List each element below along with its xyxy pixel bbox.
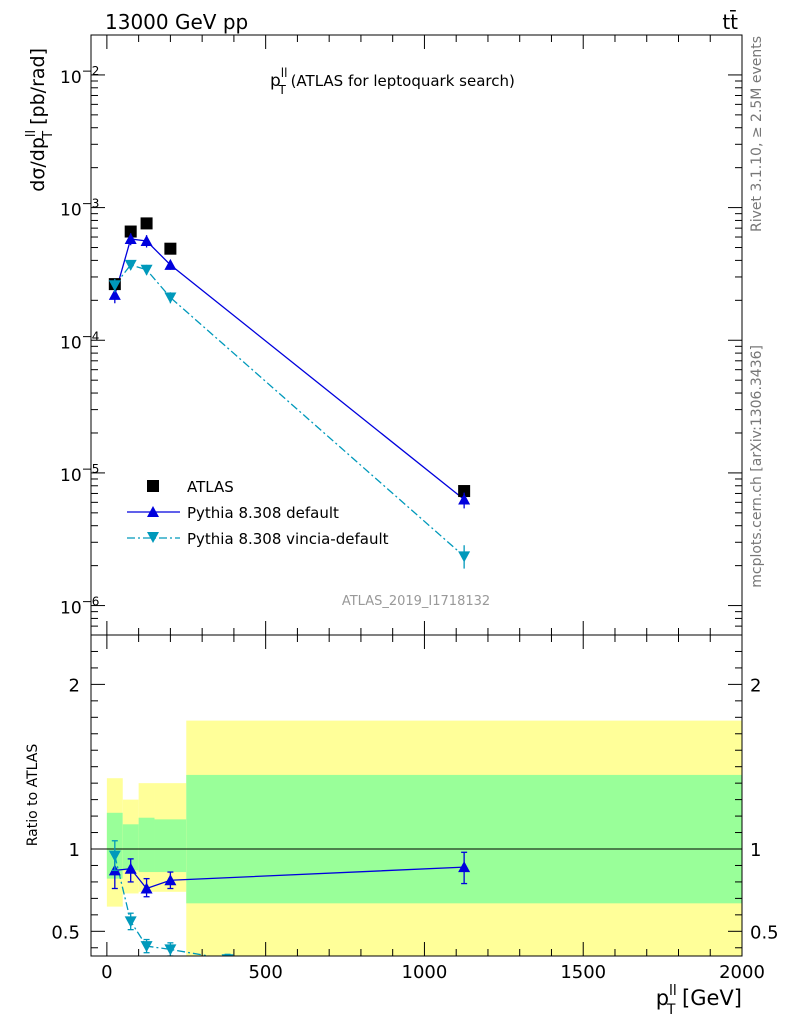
main-point-vincia (108, 280, 121, 292)
ratio-xtick-label: 0 (101, 962, 112, 983)
main-ytick-exp: −4 (82, 329, 100, 343)
main-ylabel-sup: ll (24, 130, 39, 137)
ratio-point-vincia (124, 916, 137, 928)
main-point-default (458, 493, 471, 505)
main-point-vincia (140, 264, 153, 276)
ratio-ytick-label-left: 1 (69, 840, 80, 861)
ratio-series-markers (108, 840, 471, 956)
ratio-point-default (124, 862, 137, 874)
ratio-band-inner (138, 817, 155, 873)
legend-label-default: Pythia 8.308 default (187, 504, 339, 522)
main-point-atlas (140, 217, 153, 230)
ratio-ytick-label-left: 0.5 (51, 922, 80, 943)
header-right: tt̄ (722, 9, 738, 34)
main-panel: 10−610−510−410−310−2 pll T (ATLAS for lep… (24, 34, 743, 636)
ratio-point-default (140, 882, 153, 894)
main-ylabel-suffix: [pb/rad] (27, 48, 49, 131)
ratio-frame (90, 634, 743, 957)
legend-label-atlas: ATLAS (187, 478, 234, 496)
main-title-rest: (ATLAS for leptoquark search) (286, 72, 515, 90)
ratio-uncertainty-bands (91, 720, 742, 956)
main-line-1 (114, 238, 465, 501)
main-ytick-label: 10−3 (60, 197, 99, 221)
ratio-point-vincia (108, 850, 121, 862)
main-ytick-base: 10 (60, 599, 82, 619)
main-ylabel-sub: T (41, 131, 56, 140)
ratio-point-default (458, 861, 471, 873)
ratio-xlabel-sub: T (666, 1002, 676, 1018)
main-series-markers (108, 217, 471, 569)
main-point-atlas (164, 242, 177, 255)
main-line-2 (114, 264, 465, 557)
rivet-label: Rivet 3.1.10, ≥ 2.5M events (749, 36, 765, 232)
ratio-xtick-label: 1000 (402, 962, 448, 983)
main-ytick-label: 10−2 (60, 64, 99, 88)
ratio-band-inner (154, 819, 187, 873)
main-point-default (140, 234, 153, 246)
ratio-xlabel: pll T [GeV] (656, 983, 742, 1018)
ratio-ytick-label-right: 0.5 (750, 922, 779, 943)
main-point-vincia (164, 292, 177, 304)
ratio-ticks: 0.5 0.5 1 1 2 2 0 500 1000 1500 2000 (51, 635, 779, 983)
watermark: ATLAS_2019_I1718132 (342, 594, 490, 609)
legend-label-vincia: Pythia 8.308 vincia-default (187, 530, 389, 548)
main-ytick-base: 10 (60, 333, 82, 353)
main-point-atlas (124, 225, 137, 238)
main-ytick-exp: −6 (82, 595, 100, 609)
main-title-p: p (270, 71, 281, 91)
main-ylabel: dσ/dpll T [pb/rad] (24, 48, 56, 192)
main-point-vincia (124, 259, 137, 271)
ratio-ytick-label-right: 1 (750, 840, 761, 861)
main-point-default (108, 288, 121, 300)
main-title-sup: ll (281, 66, 288, 80)
main-ticks: 10−610−510−410−310−2 (60, 34, 743, 636)
ratio-ytick-label-left: 2 (69, 675, 80, 696)
main-point-atlas (458, 485, 471, 498)
legend: ATLAS Pythia 8.308 default Pythia 8.308 … (127, 478, 389, 548)
ratio-point-vincia (164, 944, 177, 956)
main-ytick-base: 10 (60, 201, 82, 221)
main-ytick-label: 10−6 (60, 595, 99, 619)
main-ytick-base: 10 (60, 68, 82, 88)
legend-marker-vincia (147, 532, 159, 543)
main-title-sub: T (277, 83, 286, 97)
ratio-panel: 0.5 0.5 1 1 2 2 0 500 1000 1500 2000 Ratio to ATLA… (25, 634, 779, 1018)
main-title: pll T (ATLAS for leptoquark search) (270, 66, 515, 97)
main-ytick-label: 10−5 (60, 462, 99, 486)
main-ytick-label: 10−4 (60, 329, 99, 353)
main-ytick-exp: −2 (82, 64, 100, 78)
ratio-xlabel-sup: ll (669, 983, 677, 999)
legend-marker-atlas (147, 480, 159, 492)
ratio-band-inner (122, 824, 139, 871)
ratio-xlabel-rest: [GeV] (675, 986, 742, 1010)
ratio-xtick-label: 1500 (560, 962, 606, 983)
main-point-vincia (458, 551, 471, 563)
ratio-point-vincia (140, 941, 153, 953)
ratio-point-default (164, 874, 177, 886)
main-point-default (164, 258, 177, 270)
ratio-ytick-label-right: 2 (750, 675, 761, 696)
main-ylabel-prefix: dσ/dp (27, 137, 49, 192)
ratio-ylabel: Ratio to ATLAS (25, 744, 41, 847)
ratio-xlabel-p: p (656, 986, 669, 1010)
legend-marker-default (147, 506, 159, 517)
main-ytick-exp: −5 (82, 462, 100, 476)
main-ytick-base: 10 (60, 466, 82, 486)
main-ytick-exp: −3 (82, 197, 100, 211)
header-left: 13000 GeV pp (105, 10, 248, 34)
mcplots-label: mcplots.cern.ch [arXiv:1306.3436] (749, 345, 765, 588)
ratio-xtick-label: 500 (248, 962, 282, 983)
main-point-default (124, 232, 137, 244)
ratio-xtick-label: 2000 (719, 962, 765, 983)
